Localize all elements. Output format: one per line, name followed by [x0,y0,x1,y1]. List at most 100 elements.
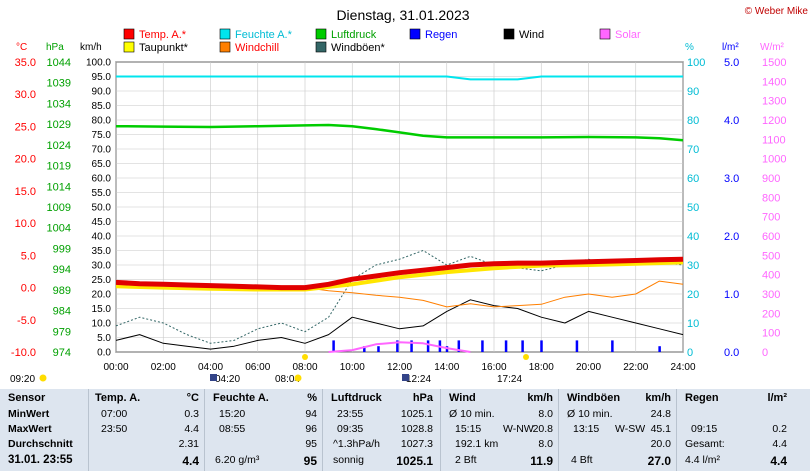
tick-label-pressure: 994 [53,264,71,276]
stats-col-rain: Regen l/m² 09:15 0.2 Gesamt: 4.4 4.4 l/m… [676,389,793,471]
tick-label-pressure: 999 [53,243,71,255]
tick-label-humidity: 30 [687,260,699,272]
event-time: 12:24 [406,374,431,385]
stats-unit-wind: km/h [527,392,553,404]
series-line-windben [115,250,684,344]
tick-label-humidity: 90 [687,86,699,98]
tick-label-pressure: 1039 [47,78,71,90]
series-line-taupunkt [115,260,684,292]
tick-label-wind: 35.0 [92,246,112,257]
event-time: 08:04 [275,374,300,385]
tick-label-solar: 700 [762,212,780,224]
humidity-abs-value: 6.20 g/m³ [215,454,260,466]
event-time: 09:20 [10,374,35,385]
wind-min-label: Ø 10 min. [449,408,495,420]
unit-wind: km/h [80,42,102,53]
stats-header-pressure: Luftdruck [331,392,382,404]
legend-swatch [315,41,327,53]
tick-label-x: 10:00 [340,362,365,373]
weather-chart: Dienstag, 31.01.2023 © Weber Mike Temp. … [10,6,808,385]
sun-icon [302,354,308,360]
tick-label-pressure: 1024 [47,140,71,152]
tick-label-solar: 1200 [762,115,786,127]
humidity-avg-value: 95 [305,438,317,450]
grid [115,61,684,353]
rain-bar [658,346,661,352]
stats-header-temp: Temp. A. [95,392,141,404]
tick-label-humidity: 70 [687,144,699,156]
tick-label-rain: 5.0 [724,57,739,69]
temp-min-value: 0.3 [184,408,199,420]
rain-current-value: 4.4 [770,454,787,468]
tick-label-temp: 0.0 [21,283,36,295]
rain-bar [377,346,380,352]
pressure-trend: ^1.3hPa/h [333,438,380,450]
legend-swatch [123,41,135,53]
wind-max-direction: W-NW [503,423,534,435]
stats-unit-temp: °C [186,392,199,404]
tick-label-pressure: 984 [53,306,71,318]
temp-avg-value: 2.31 [178,438,199,450]
wind-max-time: 15:15 [455,423,482,435]
gust-max-direction: W-SW [615,423,646,435]
tick-label-rain: 1.0 [724,289,739,301]
gust-avg-value: 20.0 [650,438,671,450]
pressure-forecast: sonnig [333,454,364,466]
tick-label-wind: 65.0 [92,159,112,170]
tick-label-solar: 600 [762,231,780,243]
humidity-max-value: 96 [305,423,317,435]
wind-beaufort: 2 Bft [455,454,477,466]
tick-label-solar: 400 [762,270,780,282]
tick-label-pressure: 979 [53,326,71,338]
wind-max-value: 20.8 [532,423,553,435]
rain-bar [426,340,430,352]
gust-min-label: Ø 10 min. [567,408,613,420]
tick-label-wind: 55.0 [92,188,112,199]
chart-title: Dienstag, 31.01.2023 [336,7,469,23]
tick-label-wind: 75.0 [92,130,112,141]
legend-swatch [409,28,421,40]
tick-label-x: 00:00 [103,362,128,373]
tick-label-solar: 900 [762,173,780,185]
stats-col-temp: Temp. A. °C 07:00 0.3 23:50 4.4 2.31 4.4 [88,389,205,471]
tick-label-temp: 30.0 [15,89,36,101]
tick-label-temp: 5.0 [21,250,36,262]
tick-label-temp: 10.0 [15,218,36,230]
gust-current-value: 27.0 [647,454,671,468]
rain-bar [521,340,524,352]
tick-label-humidity: 80 [687,115,699,127]
tick-label-humidity: 10 [687,318,699,330]
stats-unit-rain: l/m² [767,392,787,404]
tick-label-pressure: 989 [53,285,71,297]
stats-header-humidity: Feuchte A. [213,392,269,404]
tick-label-solar: 0 [762,347,768,359]
tick-label-x: 08:00 [292,362,317,373]
humidity-max-time: 08:55 [219,423,246,435]
tick-label-x: 20:00 [576,362,601,373]
wind-distance: 192.1 km [455,438,499,450]
pressure-max-value: 1028.8 [400,423,433,435]
tick-label-wind: 100.0 [86,58,111,69]
rain-bar [540,340,543,352]
tick-label-wind: 15.0 [92,304,112,315]
tick-label-pressure: 1029 [47,119,71,131]
humidity-min-time: 15:20 [219,408,246,420]
unit-temp: °C [16,42,27,53]
temp-max-time: 23:50 [101,423,128,435]
tick-label-rain: 4.0 [724,115,739,127]
legend-label: Windchill [235,42,279,54]
tick-label-x: 14:00 [434,362,459,373]
legend-label: Regen [425,29,457,41]
stats-col-humidity: Feuchte A. % 15:20 94 08:55 96 95 6.20 g… [204,389,323,471]
tick-label-pressure: 1014 [47,181,71,193]
rain-max-time: 09:15 [691,423,718,435]
tick-label-wind: 95.0 [92,72,112,83]
tick-label-humidity: 60 [687,173,699,185]
tick-label-solar: 1400 [762,76,786,88]
wind-min-value: 8.0 [538,408,553,420]
tick-label-solar: 1000 [762,154,786,166]
legend-label: Taupunkt* [139,42,189,54]
gust-min-value: 24.8 [650,408,671,420]
stats-unit-pressure: hPa [412,392,433,404]
series-line-solar [328,341,471,353]
